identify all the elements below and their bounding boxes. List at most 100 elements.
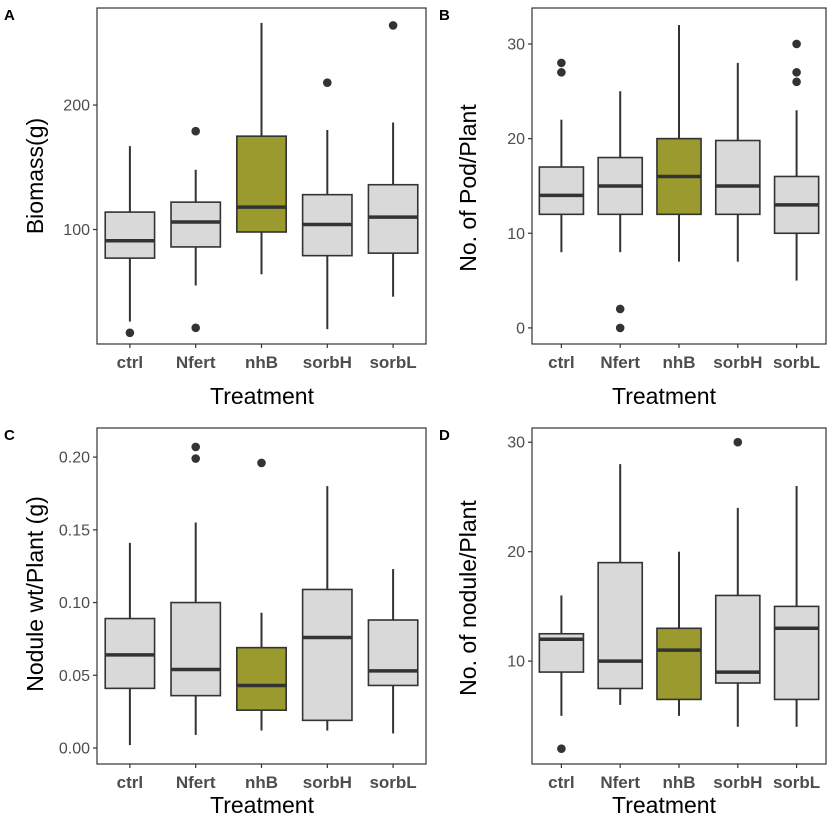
- iqr-box: [104, 211, 156, 259]
- panel-d-box-sorbL: [773, 486, 820, 727]
- panel-b-x-tick-label-sorbH: sorbH: [713, 353, 762, 372]
- panel-a-x-tick-label-Nfert: Nfert: [176, 353, 216, 372]
- iqr-box: [538, 166, 585, 216]
- panel-b-y-tick-label: 20: [507, 131, 525, 148]
- panel-a-label: A: [4, 7, 15, 24]
- panel-c-y-tick-label: 0.05: [59, 668, 90, 685]
- panel-a-box-nhB: [236, 22, 287, 275]
- panel-d: D No. of nodule/Plant Treatment 10 20 30 ct…: [439, 427, 827, 818]
- panel-d-x-tick-label-nhB: nhB: [662, 773, 695, 792]
- panel-b-x-tick-label-nhB: nhB: [662, 353, 695, 372]
- outlier-point: [388, 21, 398, 30]
- panel-d-box-nhB: [656, 551, 702, 716]
- panel-b-box-sorbH: [714, 62, 761, 262]
- panel-a: A Biomass(g) Treatment 100 200 ctrl Nfert nh…: [4, 7, 427, 409]
- iqr-box: [170, 601, 222, 697]
- panel-c-box-nhB: [236, 458, 287, 731]
- panel-b-x-tick-label-sorbL: sorbL: [773, 353, 820, 372]
- outlier-point: [323, 78, 332, 87]
- panel-b-box-ctrl: [538, 58, 585, 253]
- iqr-box: [597, 561, 644, 690]
- panel-b-y-tick-label: 30: [507, 36, 525, 53]
- panel-c: C Nodule wt/Plant (g) Treatment 0.00 0.05…: [4, 427, 427, 818]
- panel-c-x-tick-label-sorbL: sorbL: [369, 773, 416, 792]
- panel-c-x-tick-label-nhB: nhB: [245, 773, 278, 792]
- panel-b-x-tick-label-ctrl: ctrl: [548, 353, 574, 372]
- panel-b-box-nhB: [656, 25, 702, 262]
- panel-c-box-sorbL: [367, 569, 419, 734]
- panel-d-x-axis-title: Treatment: [612, 792, 717, 818]
- panel-c-x-axis-title: Treatment: [210, 792, 315, 818]
- outlier-point: [792, 39, 801, 49]
- panel-a-x-tick-label-ctrl: ctrl: [117, 353, 143, 372]
- iqr-box: [714, 139, 761, 216]
- panel-b-box-sorbL: [773, 39, 820, 281]
- outlier-point: [557, 58, 566, 68]
- iqr-box: [714, 594, 761, 684]
- panel-c-box-ctrl: [104, 542, 156, 746]
- panel-d-label: D: [439, 427, 450, 444]
- panel-a-y-axis-title: Biomass(g): [22, 118, 48, 234]
- iqr-box: [236, 135, 287, 233]
- outlier-point: [792, 77, 801, 87]
- panel-a-y-tick-label: 100: [63, 222, 90, 239]
- outlier-point: [557, 744, 566, 753]
- panel-c-y-tick-label: 0.20: [59, 450, 90, 467]
- outlier-point: [557, 68, 566, 77]
- panel-d-box-ctrl: [538, 595, 585, 753]
- panel-b-y-tick-label: 10: [507, 226, 525, 243]
- panel-c-x-tick-label-sorbH: sorbH: [303, 773, 352, 792]
- panel-a-x-axis-title: Treatment: [210, 383, 315, 409]
- outlier-point: [191, 442, 200, 452]
- panel-b-x-tick-label-Nfert: Nfert: [600, 353, 640, 372]
- panel-c-y-axis-title: Nodule wt/Plant (g): [22, 496, 48, 692]
- panel-d-x-tick-label-sorbH: sorbH: [713, 773, 762, 792]
- panel-d-y-tick-label: 30: [507, 435, 525, 452]
- panel-b-x-axis-title: Treatment: [612, 383, 717, 409]
- outlier-point: [615, 304, 625, 314]
- panel-d-x-tick-label-sorbL: sorbL: [773, 773, 820, 792]
- panel-a-box-sorbL: [367, 21, 419, 297]
- panel-a-y-tick-label: 200: [63, 98, 90, 115]
- panel-d-x-tick-label-ctrl: ctrl: [548, 773, 574, 792]
- panel-b-box-Nfert: [597, 91, 644, 333]
- panel-c-y-tick-label: 0.00: [59, 741, 90, 758]
- panel-d-box-Nfert: [597, 464, 644, 705]
- outlier-point: [191, 454, 200, 463]
- panel-a-box-ctrl: [104, 146, 156, 338]
- outlier-point: [615, 323, 625, 333]
- iqr-box: [656, 627, 702, 701]
- iqr-box: [170, 201, 222, 248]
- panel-d-x-tick-label-Nfert: Nfert: [600, 773, 640, 792]
- panel-c-x-tick-label-ctrl: ctrl: [117, 773, 143, 792]
- panel-b: B No. of Pod/Plant Treatment 0 10 20 30 ctrl…: [439, 7, 827, 409]
- panel-c-y-tick-label: 0.15: [59, 522, 90, 539]
- panel-c-x-tick-label-Nfert: Nfert: [176, 773, 216, 792]
- panel-a-x-tick-label-nhB: nhB: [245, 353, 278, 372]
- outlier-point: [257, 458, 266, 468]
- panel-d-y-axis-title: No. of nodule/Plant: [455, 500, 481, 696]
- outlier-point: [125, 328, 135, 338]
- panel-c-box-Nfert: [170, 442, 222, 735]
- panel-b-label: B: [439, 7, 450, 24]
- outlier-point: [792, 68, 801, 77]
- iqr-box: [773, 605, 820, 701]
- outlier-point: [733, 437, 743, 447]
- panel-d-box-sorbH: [714, 437, 761, 727]
- panel-a-x-tick-label-sorbH: sorbH: [303, 353, 352, 372]
- panel-a-box-Nfert: [170, 126, 222, 333]
- panel-c-box-sorbH: [301, 486, 353, 731]
- panel-d-y-tick-label: 20: [507, 544, 525, 561]
- outlier-point: [191, 126, 200, 136]
- panel-d-y-tick-label: 10: [507, 654, 525, 671]
- iqr-box: [236, 646, 287, 711]
- panel-b-y-axis-title: No. of Pod/Plant: [455, 104, 481, 272]
- panel-c-y-tick-label: 0.10: [59, 595, 90, 612]
- iqr-box: [301, 588, 353, 722]
- panel-c-label: C: [4, 427, 15, 444]
- panel-a-x-tick-label-sorbL: sorbL: [369, 353, 416, 372]
- iqr-box: [367, 619, 419, 687]
- iqr-box: [367, 183, 419, 254]
- panel-a-box-sorbH: [301, 78, 353, 330]
